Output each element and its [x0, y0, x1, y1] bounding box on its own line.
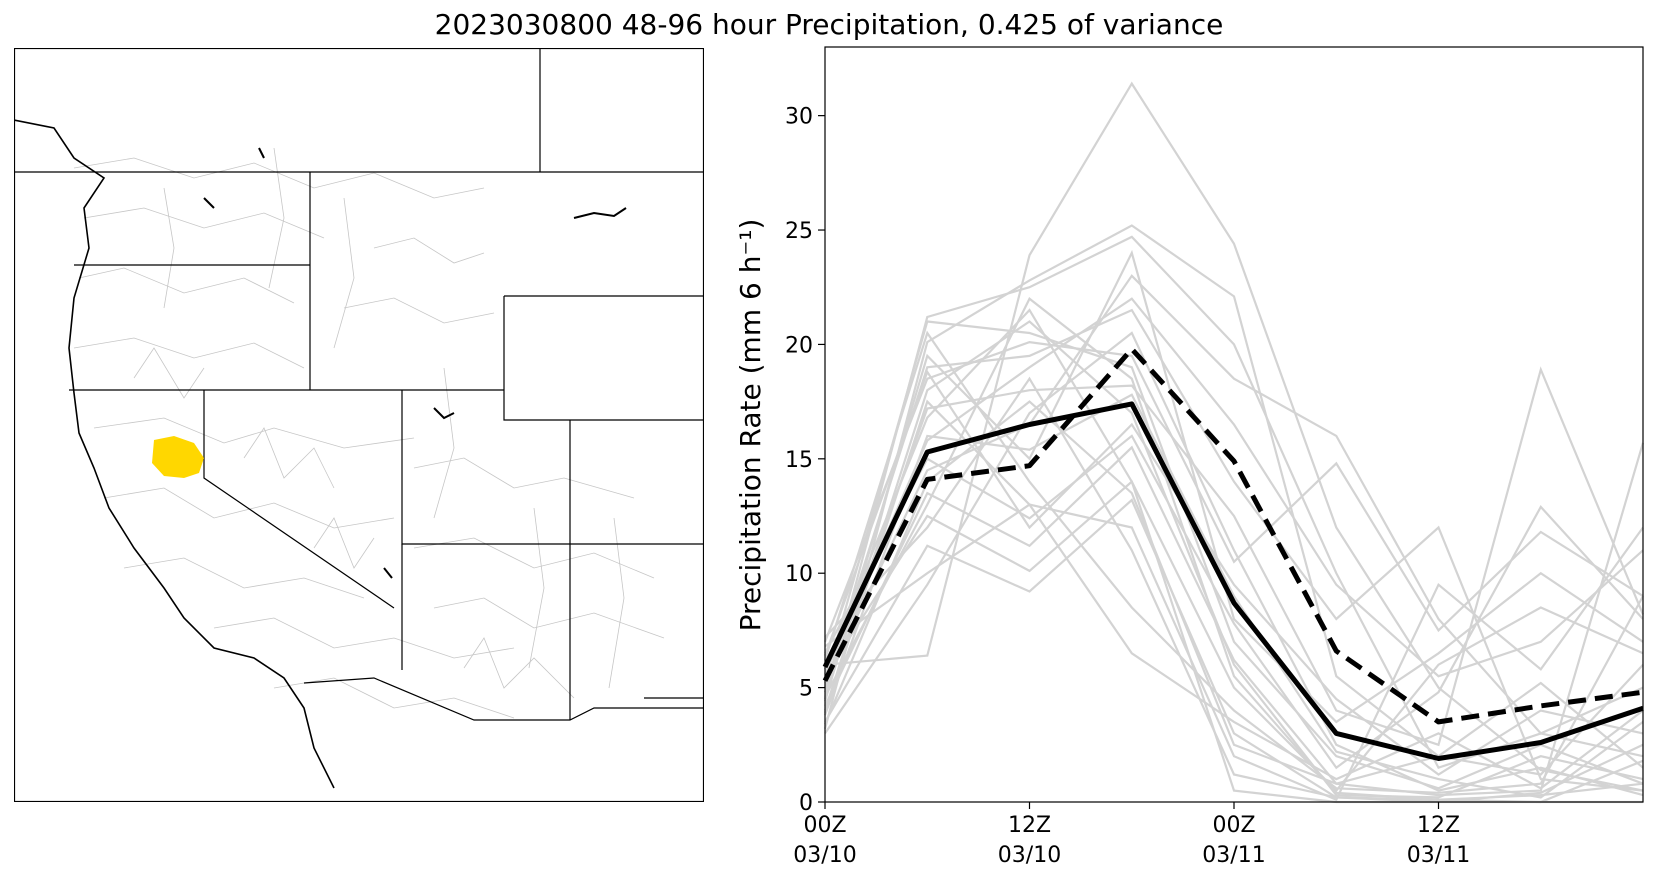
- highlighted-basin: [152, 436, 204, 478]
- ensemble-member-line: [824, 81, 1644, 792]
- ensemble-member-line: [824, 331, 1644, 797]
- ensemble-member-line: [824, 297, 1644, 804]
- ensemble-member-line: [823, 224, 1644, 769]
- ensemble-members: [823, 81, 1645, 804]
- ensemble-member-line: [823, 249, 1644, 724]
- x-tick-date-label: 03/10: [793, 843, 856, 868]
- ensemble-member-line: [824, 479, 1644, 793]
- ensemble-member-line: [823, 320, 1644, 790]
- y-tick-label: 0: [799, 791, 813, 816]
- ensemble-member-line: [823, 369, 1644, 776]
- x-tick-label: 12Z: [1008, 813, 1051, 838]
- y-tick-label: 10: [785, 562, 813, 587]
- hydrologic-basin-boundaries: [73, 147, 665, 719]
- x-tick-label: 12Z: [1417, 813, 1460, 838]
- y-axis-label: Precipitation Rate (mm 6 h⁻¹): [734, 219, 767, 632]
- dashed-series-line: [822, 346, 1644, 725]
- page-title: 2023030800 48-96 hour Precipitation, 0.4…: [434, 8, 1224, 41]
- y-tick-label: 30: [785, 105, 813, 130]
- y-tick-label: 15: [785, 448, 813, 473]
- mean-series: [822, 346, 1644, 761]
- y-tick-label: 20: [785, 333, 813, 358]
- ensemble-member-line: [824, 503, 1644, 802]
- lakes: [203, 147, 627, 579]
- ensemble-member-line: [824, 442, 1645, 797]
- y-tick-label: 5: [799, 677, 813, 702]
- basin-map: [14, 48, 704, 802]
- x-tick-date-label: 03/11: [1202, 843, 1265, 868]
- ensemble-member-line: [824, 376, 1644, 804]
- y-axis: 0 5 10 15 20 25 30: [785, 105, 825, 816]
- ensemble-member-line: [823, 235, 1644, 770]
- x-tick-date-label: 03/11: [1407, 843, 1470, 868]
- x-tick-label: 00Z: [1212, 813, 1255, 838]
- ensemble-member-line: [823, 297, 1644, 678]
- x-axis: 00Z 03/10 12Z 03/10 00Z 03/11 12Z 03/11: [793, 802, 1470, 868]
- solid-series-line: [822, 401, 1644, 761]
- ensemble-member-line: [823, 400, 1644, 785]
- coastline: [14, 119, 335, 789]
- ensemble-member-line: [823, 366, 1645, 747]
- x-tick-date-label: 03/10: [998, 843, 1061, 868]
- state-boundaries: [14, 48, 704, 721]
- x-tick-label: 00Z: [803, 813, 846, 838]
- ensemble-member-line: [823, 393, 1644, 799]
- y-tick-label: 25: [785, 219, 813, 244]
